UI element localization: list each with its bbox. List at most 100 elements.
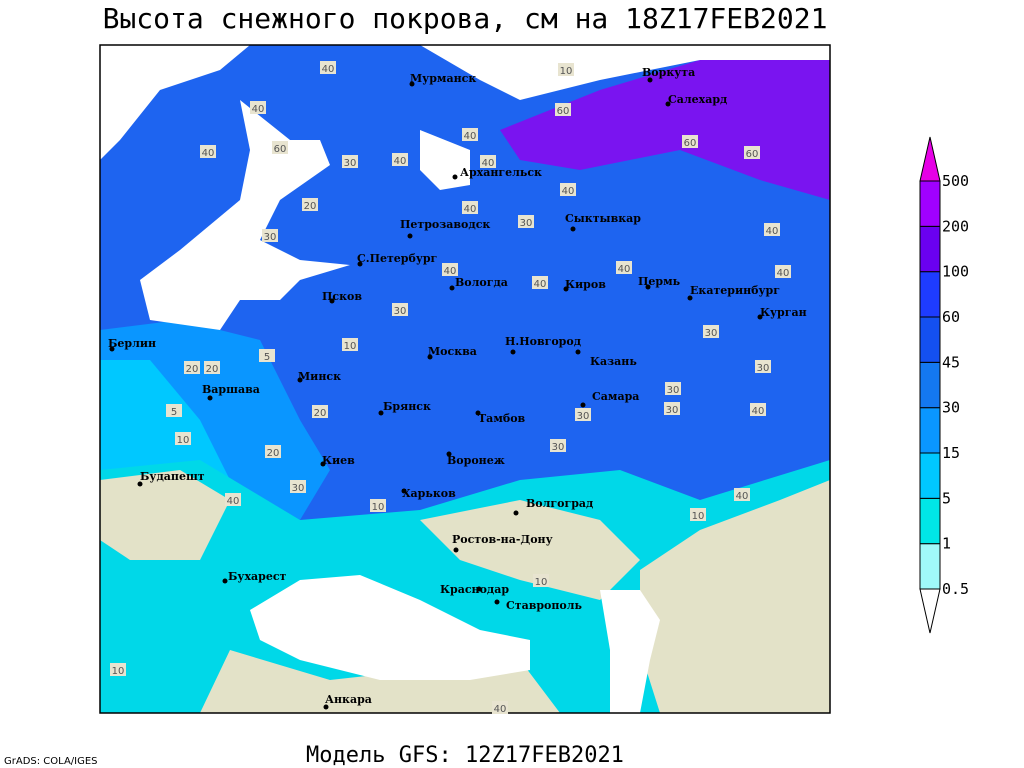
contour-label: 40 [202,148,215,159]
city-dot [222,578,228,584]
contour-label: 20 [206,364,219,375]
legend-label: 200 [942,217,969,235]
sea [100,45,250,160]
legend-box [919,497,941,545]
city-dot [510,349,516,355]
contour-label-box [312,405,328,418]
city-dot [687,295,693,301]
city-dot [513,510,519,516]
city-label: Воркута [642,66,695,79]
legend-label: 1 [942,535,951,553]
contour-label-box [550,439,566,452]
city-dot [580,402,586,408]
contour-label: 30 [666,405,679,416]
city-label: Тамбов [478,412,526,425]
legend-label: 45 [942,353,960,371]
city-label: Краснодар [440,583,509,596]
contour-label-box [204,361,220,374]
baltic-sea [140,100,350,330]
city-dot [297,377,303,383]
city-label: Псков [322,290,362,303]
contour-label-box [320,61,336,74]
city-label: Москва [428,345,477,358]
contour-label: 30 [264,232,277,243]
caspian-sea [600,590,660,713]
legend-label: 100 [942,263,969,281]
bare-land [420,500,640,600]
city-label: Берлин [108,337,156,350]
contour-label-box [616,261,632,274]
contour-label: 40 [227,496,240,507]
contour-label-box [744,146,760,159]
city-dot [494,599,500,605]
contour-label: 30 [552,442,565,453]
contour-label: 40 [494,704,507,715]
legend-label: 0.5 [942,580,969,598]
contour-label-box [175,432,191,445]
city-label: Мурманск [410,72,476,85]
city-label: Пермь [638,275,681,288]
contour-label-box [272,141,288,154]
contour-label-box [392,153,408,166]
deep-snow-zone [500,55,830,200]
contour-label-box [558,63,574,76]
city-dot [475,410,481,416]
contour-label-box [664,402,680,415]
credit: GrADS: COLA/IGES [4,756,98,767]
contour-label: 30 [520,218,533,229]
contour-label-box [533,574,549,587]
city-dot [446,451,452,457]
contour-label-box [750,403,766,416]
contour-label-box [225,493,241,506]
city-dot [378,410,384,416]
contour-label-box [302,198,318,211]
contour-label: 10 [112,666,125,677]
contour-label-box [370,499,386,512]
contour-label: 20 [186,364,199,375]
contour-label: 40 [736,491,749,502]
contour-label-box [342,155,358,168]
city-dot [323,704,329,710]
city-dot [563,286,569,292]
city-label: Салехард [668,93,727,106]
city-dot [757,314,763,320]
city-label: Харьков [402,487,456,500]
contour-label-box [560,183,576,196]
contour-label-box [290,480,306,493]
city-label: Минск [298,370,341,383]
city-dot [647,77,653,83]
contour-label: 10 [372,502,385,513]
legend-box [919,271,941,318]
contour-label: 40 [766,226,779,237]
contour-label-box [110,663,126,676]
contour-label: 60 [746,149,759,160]
city-dot [407,233,413,239]
legend-box [919,225,941,273]
city-label: Брянск [383,400,431,413]
contour-label: 40 [562,186,575,197]
city-label: Киев [322,454,355,467]
legend-label: 30 [942,399,960,417]
white-sea [420,130,470,190]
legend-label: 15 [942,444,960,462]
contour-label: 5 [171,407,177,418]
city-label: Волгоград [526,497,593,510]
city-label: Ставрополь [506,599,583,612]
map-frame [99,44,831,714]
contour-label: 60 [557,106,570,117]
city-label: Архангельск [460,166,542,179]
city-label: Н.Новгород [505,335,581,348]
black-sea [250,575,530,680]
contour-label-box [262,229,278,242]
legend-triangle [919,588,941,634]
city-label: Анкара [325,693,372,706]
contour-label: 10 [177,435,190,446]
legend-box [919,180,941,227]
map [100,45,830,713]
contour-label: 30 [344,158,357,169]
footer: Модель GFS: 12Z17FEB2021 [306,743,624,768]
city-dot [452,174,458,180]
city-dot [575,349,581,355]
contour-label: 20 [304,201,317,212]
